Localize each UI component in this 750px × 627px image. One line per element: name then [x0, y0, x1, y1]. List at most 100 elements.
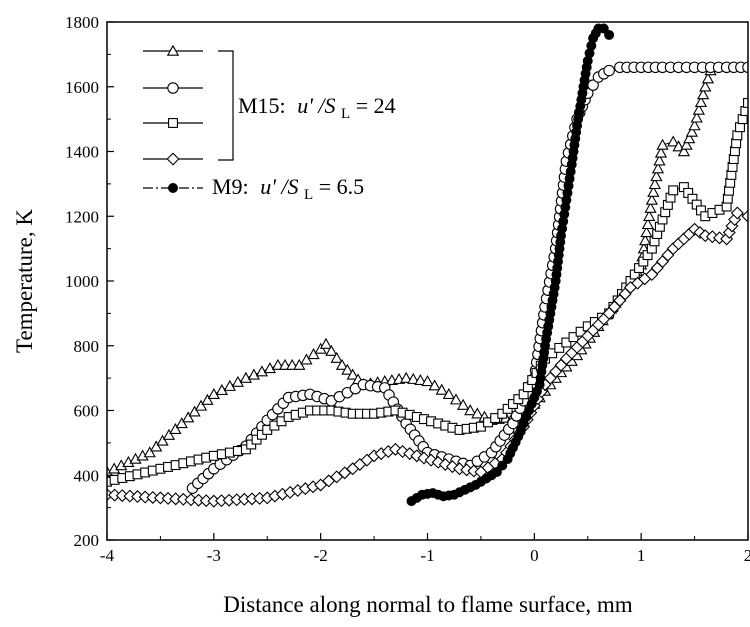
- series-point-triangle: [653, 154, 666, 166]
- series-point-triangle: [654, 146, 668, 158]
- series-point-triangle: [247, 368, 261, 380]
- series-point-square: [743, 97, 748, 108]
- series-point-triangle: [201, 393, 214, 405]
- series-point-triangle: [428, 379, 441, 391]
- legend-group-bracket: [218, 50, 234, 161]
- series-point-triangle: [471, 407, 484, 419]
- series-point-circle: [742, 61, 748, 74]
- series-point-filled-circle: [491, 467, 502, 477]
- series-point-diamond: [445, 460, 459, 474]
- series-point-square: [735, 122, 745, 133]
- series-point-square: [668, 185, 679, 196]
- series-point-triangle: [692, 103, 705, 115]
- series-point-triangle: [683, 132, 696, 144]
- legend-m9-prefix: M9:: [212, 174, 249, 199]
- series-point-filled-circle: [604, 29, 615, 40]
- legend-m9-var: u' /S: [260, 174, 298, 199]
- series-point-diamond: [741, 209, 748, 223]
- y-tick-label: 1400: [65, 143, 99, 162]
- series-point-square: [554, 342, 565, 353]
- series-point-square: [732, 130, 743, 141]
- legend-m15-prefix: M15:: [238, 93, 286, 118]
- legend-m15-var: u' /S: [297, 93, 335, 118]
- series-point-triangle: [399, 371, 413, 383]
- series-point-triangle: [651, 162, 665, 174]
- series-point-square: [561, 337, 572, 348]
- series-point-triangle: [667, 135, 680, 147]
- x-tick-label: -2: [314, 546, 328, 565]
- series-point-triangle: [407, 372, 420, 384]
- series-point-triangle: [640, 226, 653, 238]
- series-point-triangle: [643, 209, 656, 221]
- series-point-triangle: [677, 145, 691, 157]
- series-point-circle: [603, 64, 615, 77]
- series-filled-circle: [406, 23, 615, 507]
- legend-m15-sub: L: [341, 106, 350, 122]
- series-point-triangle: [239, 371, 253, 383]
- series-point-triangle: [699, 80, 712, 92]
- series-point-triangle: [194, 399, 208, 411]
- legend-m9-label: M9: u' /S L = 6.5: [212, 174, 364, 204]
- series-point-triangle: [156, 434, 169, 446]
- y-tick-label: 800: [74, 337, 100, 356]
- series-point-triangle: [647, 185, 660, 197]
- y-tick-label: 400: [74, 466, 100, 485]
- series-point-triangle: [150, 440, 163, 452]
- series-point-diamond: [730, 206, 744, 220]
- x-axis-title: Distance along normal to flame surface, …: [223, 592, 632, 617]
- series-point-triangle: [641, 218, 654, 230]
- series-point-triangle: [325, 344, 338, 356]
- series-point-triangle: [346, 368, 359, 380]
- series-point-triangle: [456, 398, 470, 410]
- series-point-triangle: [414, 373, 427, 385]
- y-tick-label: 1800: [65, 13, 99, 32]
- series-point-triangle: [335, 358, 349, 370]
- legend-marker-circle: [167, 82, 179, 94]
- series-point-triangle: [648, 178, 662, 190]
- x-tick-label: 1: [637, 546, 646, 565]
- series-point-triangle: [656, 138, 669, 150]
- series-point-diamond: [693, 225, 707, 239]
- series-point-triangle: [690, 111, 703, 123]
- legend-marker-diamond: [166, 152, 180, 166]
- series-point-triangle: [449, 393, 463, 405]
- series-point-triangle: [307, 348, 320, 360]
- series-point-square: [737, 114, 748, 125]
- series-point-square: [575, 326, 586, 337]
- y-tick-label: 200: [74, 531, 100, 550]
- series-point-triangle: [639, 234, 652, 246]
- series-point-diamond: [424, 453, 438, 467]
- series-point-triangle: [330, 351, 343, 363]
- series-point-diamond: [410, 449, 424, 463]
- series-point-square: [568, 332, 579, 343]
- series-point-triangle: [696, 88, 710, 100]
- x-tick-label: 0: [530, 546, 539, 565]
- y-tick-label: 1000: [65, 272, 99, 291]
- series-point-triangle: [421, 375, 434, 387]
- legend-marker-triangle: [166, 44, 180, 56]
- series-layer: [107, 23, 748, 508]
- legend-m15-value: = 24: [356, 93, 396, 118]
- series-point-triangle: [143, 446, 156, 458]
- y-axis-title: Temperature, K: [12, 209, 37, 353]
- series-point-triangle: [169, 422, 182, 434]
- series-point-triangle: [680, 138, 693, 150]
- series-point-diamond: [438, 457, 452, 471]
- series-point-triangle: [650, 170, 663, 182]
- series-point-triangle: [300, 353, 313, 365]
- series-point-triangle: [175, 417, 188, 429]
- y-tick-label: 1600: [65, 78, 99, 97]
- series-point-triangle: [255, 365, 269, 377]
- series-point-triangle: [293, 358, 306, 370]
- legend: M15: u' /S L = 24 M9: u' /S L = 6.5: [143, 44, 396, 204]
- legend-m15-label: M15: u' /S L = 24: [238, 93, 396, 123]
- series-point-triangle: [701, 72, 715, 84]
- series-point-triangle: [464, 404, 477, 416]
- series-point-triangle: [442, 387, 456, 400]
- series-point-triangle: [182, 411, 195, 423]
- series-point-triangle: [685, 125, 699, 137]
- series-point-triangle: [688, 119, 701, 131]
- legend-marker-filled-circle: [168, 183, 178, 193]
- series-point-triangle: [162, 428, 176, 440]
